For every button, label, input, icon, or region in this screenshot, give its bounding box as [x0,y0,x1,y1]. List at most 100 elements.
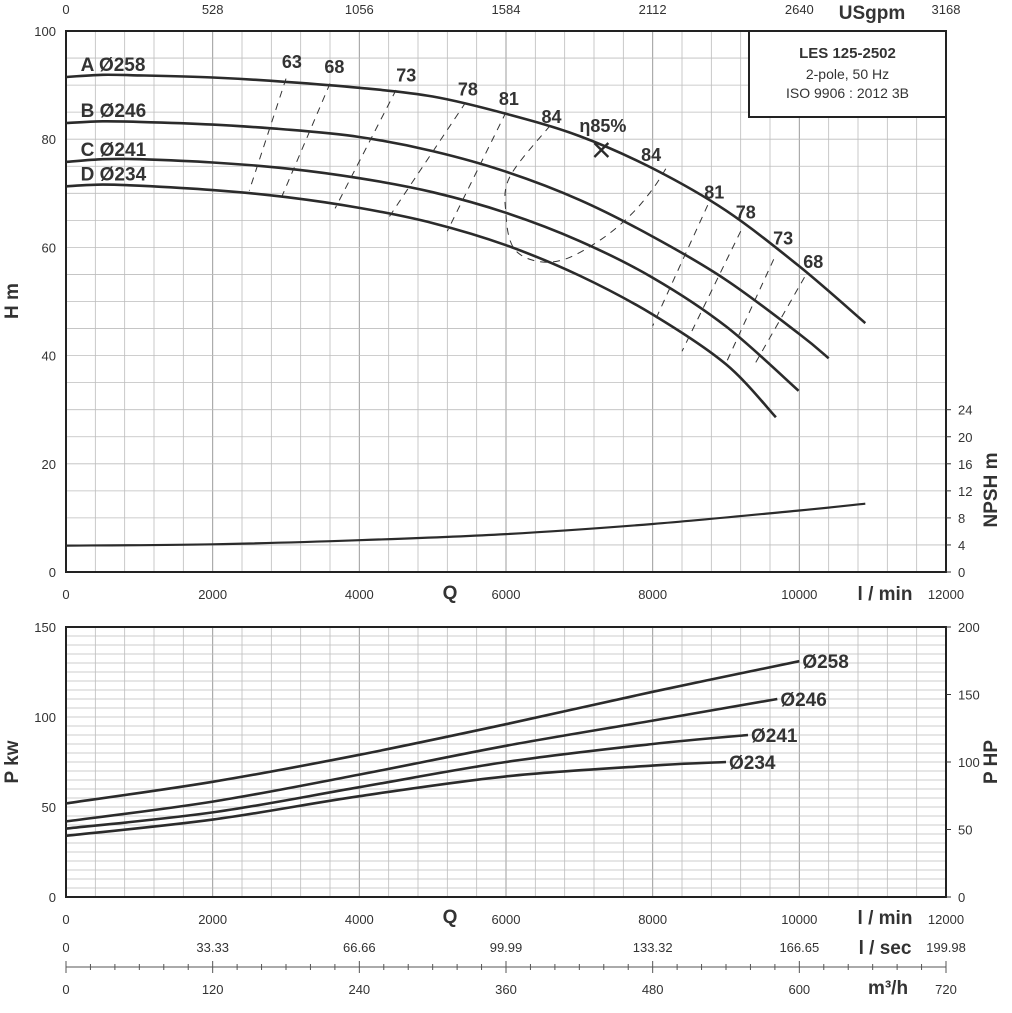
plot-frame [65,30,947,573]
y-tick-label: 40 [42,349,56,364]
efficiency-iso-line [248,78,287,191]
usgpm-tick-label: 1584 [492,2,521,17]
usgpm-tick-label: 2640 [785,2,814,17]
usgpm-tick-label: 0 [62,2,69,17]
lsec-tick-label: 133.32 [633,940,673,955]
power-kw-tick-label: 150 [34,620,56,635]
x-tick-label: 12000 [928,587,964,602]
m3h-tick-label: 480 [642,982,664,997]
power-hp-tick-label: 200 [958,620,980,635]
efficiency-iso-line [754,276,805,364]
power-curve-d241 [65,733,749,830]
x-tick-label: 10000 [781,912,817,927]
usgpm-tick-label: 528 [202,2,224,17]
power-hp-tick-label: 100 [958,755,980,770]
model-spec-line-1: 2-pole, 50 Hz [806,66,889,82]
best-efficiency-label: η85% [579,116,626,136]
model-name: LES 125-2502 [799,45,896,62]
head-curve-label: A Ø258 [81,55,146,76]
npsh-curve [65,502,866,547]
head-curve-label: C Ø241 [81,140,147,161]
m3h-tick-label: 0 [62,982,69,997]
x-tick-label: 2000 [198,587,227,602]
usgpm-tick-label: 3168 [932,2,961,17]
power-kw-tick-label: 100 [34,710,56,725]
efficiency-label: 84 [541,107,561,127]
x-tick-label: 8000 [638,587,667,602]
lsec-tick-label: 166.65 [779,940,819,955]
y-tick-label: 100 [34,24,56,39]
y-tick-label: 60 [42,240,56,255]
power-curve-label: Ø241 [751,726,798,747]
power-kw-axis-title: P kw [2,740,23,783]
efficiency-iso-line [652,204,709,327]
power-kw-tick-label: 0 [49,890,56,905]
efficiency-label: 68 [324,57,344,77]
power-hp-axis-title: P HP [981,740,1002,784]
npsh-tick-label: 24 [958,403,972,418]
efficiency-label: 84 [641,145,661,165]
power-hp-tick-label: 0 [958,890,965,905]
power-curve-d246 [65,697,778,823]
npsh-tick-label: 20 [958,430,972,445]
efficiency-label: 73 [396,65,416,85]
usgpm-tick-label: 1056 [345,2,374,17]
info-box: LES 125-2502 2-pole, 50 Hz ISO 9906 : 20… [748,30,947,118]
efficiency-label: 73 [773,229,793,249]
head-curve-a [65,73,867,325]
power-curve-d258 [65,659,800,805]
lsec-tick-label: 99.99 [490,940,523,955]
efficiency-label: 68 [803,252,823,272]
x-tick-label: 2000 [198,912,227,927]
power-kw-tick-label: 50 [42,800,56,815]
x-tick-label: 8000 [638,912,667,927]
efficiency-label: 78 [736,203,756,223]
npsh-tick-label: 8 [958,511,965,526]
efficiency-iso-line [504,125,668,263]
efficiency-label: 81 [704,183,724,203]
npsh-axis-title: NPSH m [981,453,1002,528]
best-efficiency-marker [593,142,610,158]
efficiency-label: 63 [282,52,302,72]
x-tick-label: 12000 [928,912,964,927]
m3h-tick-label: 720 [935,982,957,997]
y-tick-label: 80 [42,132,56,147]
q-axis-title: Q [443,907,458,928]
x-tick-label: 6000 [492,587,521,602]
efficiency-iso-line [334,89,397,209]
m3h-tick-label: 360 [495,982,517,997]
power-curve-label: Ø234 [729,753,776,774]
efficiency-iso-line [388,102,467,218]
y-tick-label: 0 [49,565,56,580]
q-axis-title: Q [443,583,458,604]
x-tick-label: 4000 [345,587,374,602]
npsh-tick-label: 12 [958,484,972,499]
usgpm-tick-label: 2112 [639,2,667,17]
npsh-tick-label: 16 [958,457,972,472]
m3h-tick-label: 120 [202,982,224,997]
lsec-tick-label: 0 [62,940,69,955]
x-tick-label: 0 [62,912,69,927]
efficiency-iso-line [681,230,742,352]
npsh-tick-label: 4 [958,538,965,553]
lsec-tick-label: 199.98 [926,940,966,955]
lsec-tick-label: 66.66 [343,940,376,955]
efficiency-iso-line [725,259,775,364]
info-box-frame [748,30,947,118]
lmin-axis-title: l / min [858,908,913,929]
m3h-tick-label: 600 [788,982,810,997]
power-curve-d234 [65,760,727,838]
y-tick-label: 20 [42,457,56,472]
lmin-axis-title: l / min [858,584,913,605]
x-tick-label: 0 [62,587,69,602]
efficiency-label: 78 [458,79,478,99]
power-curve-label: Ø258 [802,652,848,673]
grid-layer [65,30,951,973]
usgpm-axis-title: USgpm [839,3,906,24]
x-tick-label: 6000 [492,912,521,927]
head-curve-label: D Ø234 [81,164,147,185]
power-hp-tick-label: 150 [958,688,980,703]
lines-layer [65,73,867,838]
